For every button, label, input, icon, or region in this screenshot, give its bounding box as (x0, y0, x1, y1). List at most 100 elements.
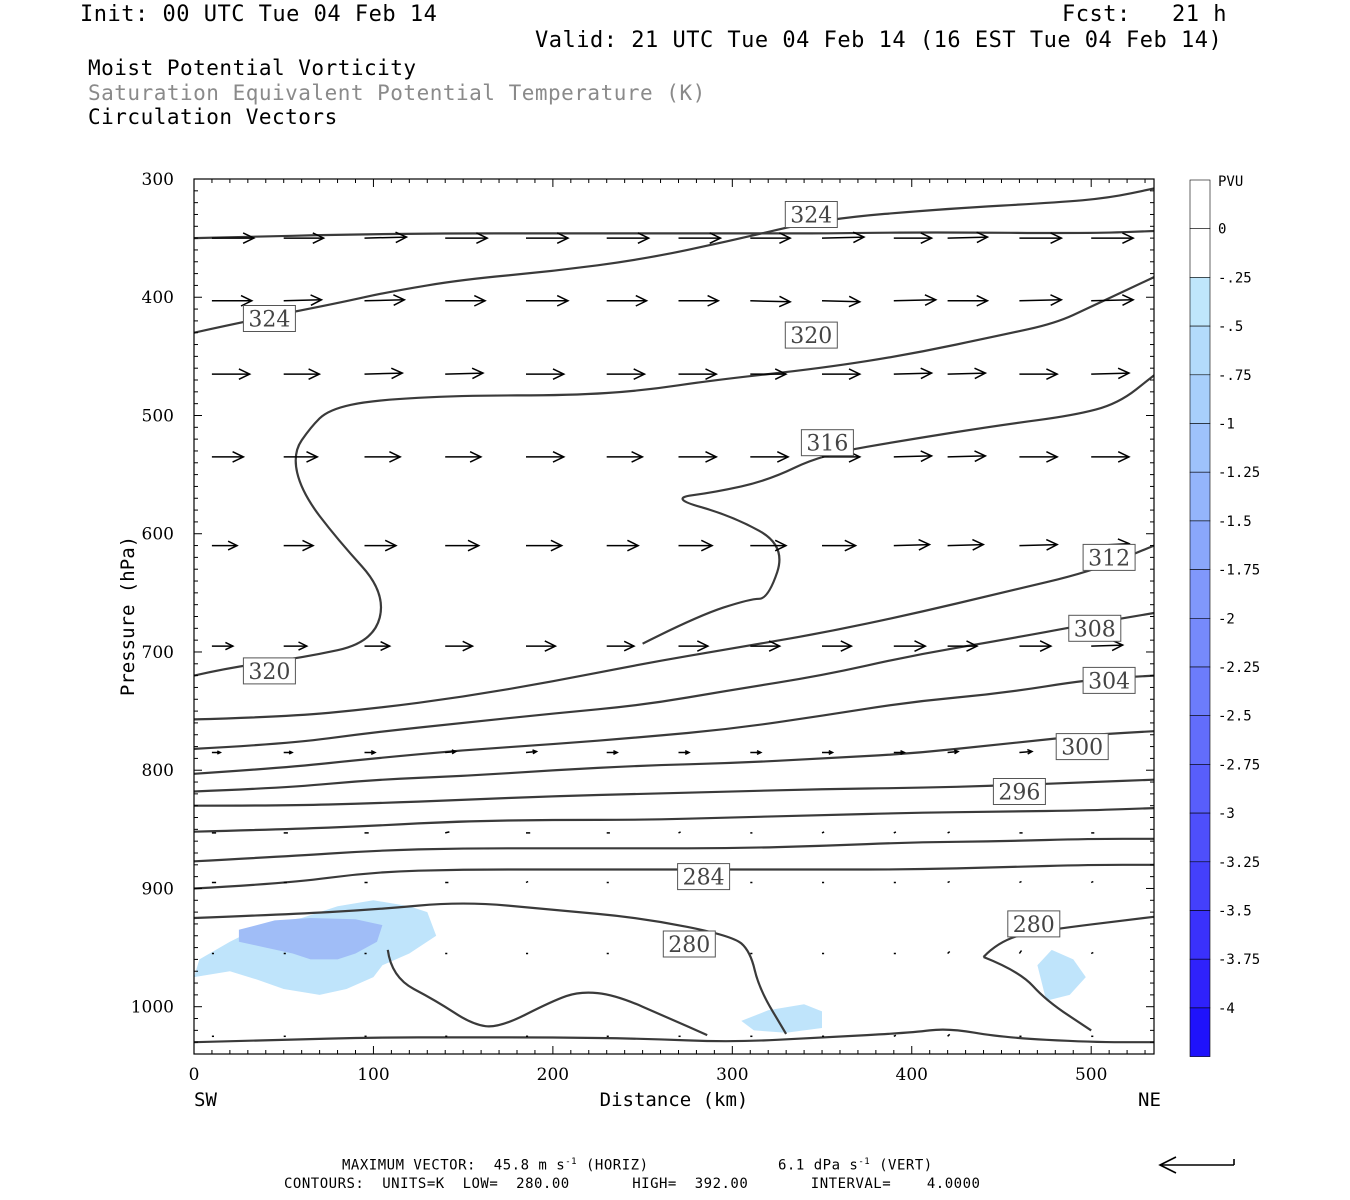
vector-head (635, 294, 649, 307)
circulation-vector (526, 294, 570, 307)
vector-shaft (1019, 880, 1022, 884)
vector-shaft (893, 1034, 897, 1037)
colorbar-swatch (1189, 374, 1211, 424)
circulation-vector (750, 640, 782, 652)
vector-shaft (821, 300, 860, 303)
colorbar-swatch (1189, 277, 1211, 327)
vector-head (302, 539, 315, 552)
x-tick-label: 500 (1075, 1065, 1107, 1085)
vector-head (473, 294, 487, 307)
circulation-vector (1090, 951, 1094, 955)
pv-shade-region-2 (741, 1004, 822, 1033)
vector-head (1122, 232, 1135, 244)
circulation-vector (947, 880, 951, 884)
vector-shaft (1019, 543, 1058, 547)
max-vector-horiz: MAXIMUM VECTOR: 45.8 m s-1 (HORIZ) (342, 1157, 649, 1174)
vector-head (216, 750, 223, 755)
vector-head (552, 451, 566, 463)
contour-label-box (662, 930, 716, 958)
vector-head (976, 231, 990, 244)
colorbar-label: -.25 (1218, 270, 1252, 286)
circulation-vector (678, 451, 719, 463)
vector-head (225, 641, 235, 651)
circulation-vector (283, 750, 294, 755)
circulation-vector (893, 640, 928, 652)
vector-head (776, 451, 790, 463)
contour-label-308: 308 (1068, 614, 1122, 642)
vector-shaft (283, 299, 322, 302)
contour-label-box (242, 305, 296, 332)
colorbar-label: -1.75 (1218, 563, 1260, 579)
circulation-vector (678, 294, 721, 307)
vector-head (238, 368, 252, 380)
circulation-vector (893, 750, 907, 755)
contour-line-296-8 (194, 778, 1154, 807)
vector-head (700, 539, 714, 552)
circulation-vector (750, 295, 792, 308)
circulation-vector (445, 232, 489, 244)
contour-line-320-2 (194, 276, 1154, 677)
contour-line-280-13 (386, 949, 708, 1037)
contour-line-324-0 (194, 229, 1154, 240)
circulation-vector (1019, 880, 1022, 884)
circulation-vector (1019, 640, 1053, 652)
vector-head (848, 295, 862, 308)
circulation-vector (750, 232, 792, 244)
circulation-vector (606, 451, 645, 463)
vector-head (288, 750, 294, 755)
vector-head (756, 750, 763, 755)
contour-label-300: 300 (1055, 733, 1109, 761)
contour-line-308-5 (194, 611, 1154, 750)
colorbar-swatch (1189, 1007, 1211, 1057)
circulation-vector (1019, 368, 1059, 380)
circulation-vector (678, 539, 714, 552)
circulation-vector (606, 294, 649, 307)
vector-head (462, 640, 475, 652)
vector-head (1111, 639, 1125, 652)
vector-head (920, 232, 934, 244)
x-tick-label: 100 (357, 1065, 389, 1085)
vector-head (953, 749, 960, 755)
circulation-vector (947, 367, 988, 380)
circulation-vector (947, 294, 990, 307)
circulation-vector (526, 451, 566, 463)
circulation-vector (606, 539, 640, 552)
vector-head (308, 368, 322, 380)
colorbar-label: -1.25 (1218, 465, 1260, 481)
contour-line-292-9 (194, 807, 1154, 833)
contour-label-text: 320 (790, 324, 832, 349)
vector-shaft (1090, 880, 1094, 884)
circulation-vector (525, 749, 539, 755)
contour-info: CONTOURS: UNITS=K LOW= 280.00 HIGH= 392.… (284, 1176, 981, 1192)
colorbar-label: -2.25 (1218, 660, 1260, 676)
contour-label-text: 280 (668, 933, 710, 958)
vector-head (467, 539, 481, 552)
vector-shaft (525, 880, 529, 884)
contour-label-text: 296 (998, 781, 1040, 806)
vector-head (974, 367, 988, 380)
circulation-vector (1018, 950, 1023, 954)
contour-label-312: 312 (1082, 543, 1136, 571)
contour-label-box (992, 778, 1046, 805)
contour-label-box (242, 657, 296, 685)
vector-shaft (893, 831, 897, 834)
x-axis-title: Distance (km) (600, 1089, 749, 1111)
vector-shaft (947, 880, 951, 884)
circulation-vector (893, 1034, 897, 1037)
circulation-vector (1091, 294, 1135, 306)
contour-label-layer: 324 324 320 320 316 312 308 304 300 296 284 280 280 (242, 201, 1136, 958)
vector-shaft (821, 236, 865, 239)
circulation-vector (947, 749, 960, 755)
vector-head (696, 640, 710, 652)
colorbar-swatch (1189, 179, 1211, 230)
vector-head (395, 231, 409, 244)
circulation-vector (445, 367, 485, 380)
vector-head (768, 640, 782, 652)
y-tick-label: 1000 (131, 998, 174, 1018)
circulation-vector (526, 232, 570, 244)
vector-head (779, 232, 792, 244)
colorbar-label: -2.5 (1218, 709, 1252, 725)
circulation-vector (822, 368, 862, 380)
vector-head (900, 750, 907, 755)
circulation-vector (678, 368, 719, 380)
